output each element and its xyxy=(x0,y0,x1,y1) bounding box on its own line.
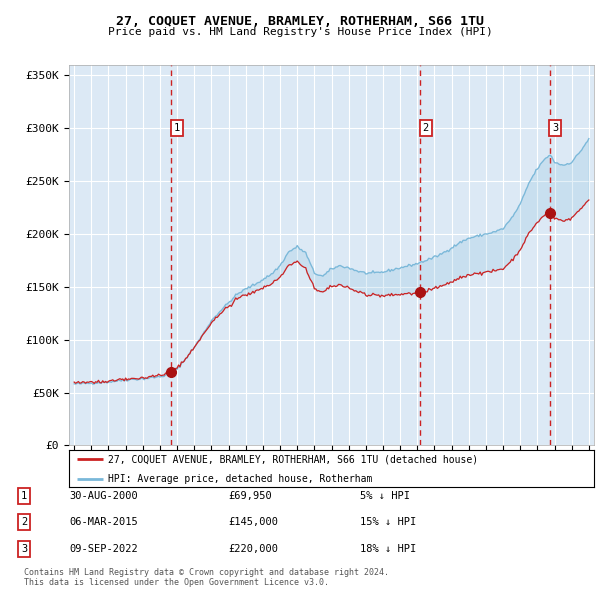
Text: 3: 3 xyxy=(21,544,27,553)
Text: 1: 1 xyxy=(174,123,180,133)
Text: Price paid vs. HM Land Registry's House Price Index (HPI): Price paid vs. HM Land Registry's House … xyxy=(107,27,493,37)
Text: 27, COQUET AVENUE, BRAMLEY, ROTHERHAM, S66 1TU: 27, COQUET AVENUE, BRAMLEY, ROTHERHAM, S… xyxy=(116,15,484,28)
Text: 27, COQUET AVENUE, BRAMLEY, ROTHERHAM, S66 1TU (detached house): 27, COQUET AVENUE, BRAMLEY, ROTHERHAM, S… xyxy=(109,454,479,464)
Text: 2: 2 xyxy=(21,517,27,527)
Text: 15% ↓ HPI: 15% ↓ HPI xyxy=(360,517,416,527)
Text: 3: 3 xyxy=(552,123,559,133)
Text: 5% ↓ HPI: 5% ↓ HPI xyxy=(360,491,410,500)
Text: £145,000: £145,000 xyxy=(228,517,278,527)
Text: 18% ↓ HPI: 18% ↓ HPI xyxy=(360,544,416,553)
Text: £220,000: £220,000 xyxy=(228,544,278,553)
Text: 2: 2 xyxy=(423,123,429,133)
Text: HPI: Average price, detached house, Rotherham: HPI: Average price, detached house, Roth… xyxy=(109,474,373,484)
Text: 09-SEP-2022: 09-SEP-2022 xyxy=(69,544,138,553)
Text: 1: 1 xyxy=(21,491,27,500)
Text: 06-MAR-2015: 06-MAR-2015 xyxy=(69,517,138,527)
Text: £69,950: £69,950 xyxy=(228,491,272,500)
Text: Contains HM Land Registry data © Crown copyright and database right 2024.
This d: Contains HM Land Registry data © Crown c… xyxy=(24,568,389,587)
Text: 30-AUG-2000: 30-AUG-2000 xyxy=(69,491,138,500)
